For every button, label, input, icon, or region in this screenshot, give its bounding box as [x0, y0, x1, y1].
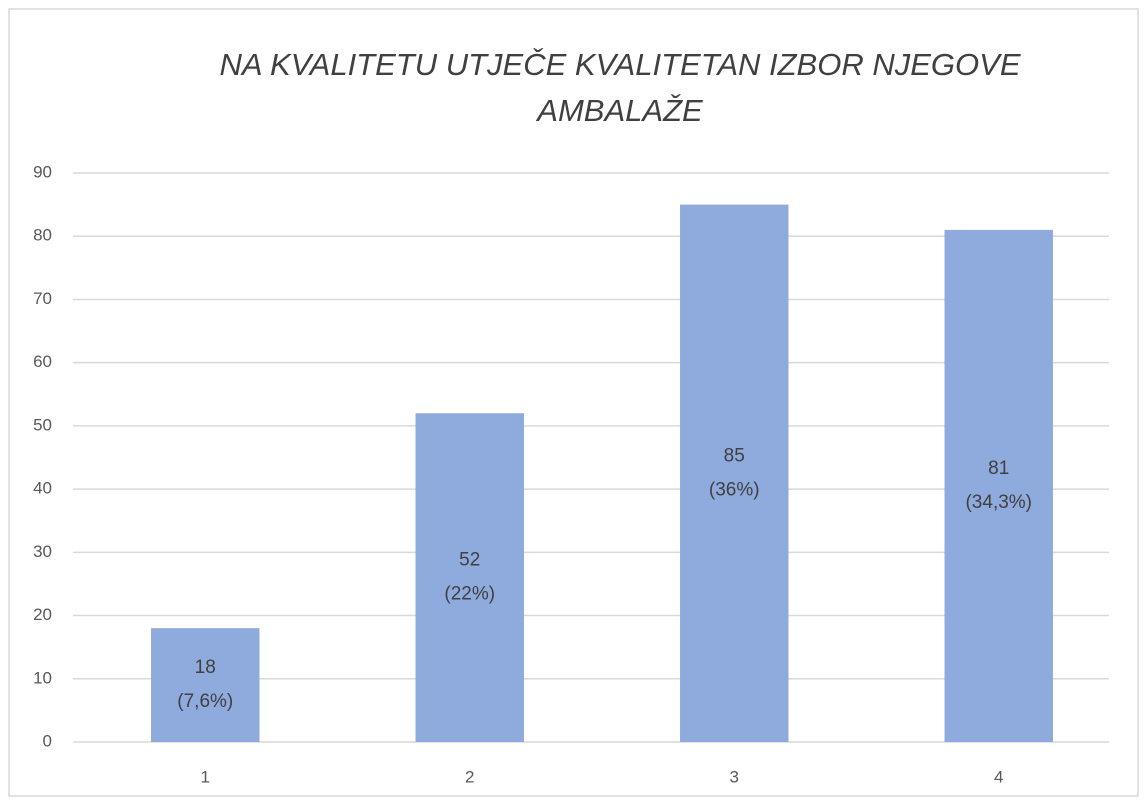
data-label-percent: (36%) — [709, 479, 760, 500]
data-label: 52 — [459, 550, 480, 571]
x-tick-label: 3 — [730, 767, 739, 786]
y-tick-label: 80 — [33, 226, 52, 245]
bar — [415, 413, 524, 742]
chart-title: NA KVALITETU UTJEČE KVALITETAN IZBOR NJE… — [219, 47, 1021, 128]
bar — [680, 204, 789, 743]
y-tick-label: 10 — [33, 668, 52, 687]
bar — [151, 628, 260, 742]
data-label-percent: (22%) — [444, 584, 495, 605]
y-tick-label: 40 — [33, 479, 52, 498]
chart-border — [8, 8, 1139, 797]
bar — [944, 229, 1053, 742]
data-label: 85 — [724, 445, 745, 466]
y-tick-label: 30 — [33, 542, 52, 561]
y-tick-label: 20 — [33, 605, 52, 624]
data-label: 81 — [988, 458, 1009, 479]
data-label-percent: (34,3%) — [965, 492, 1032, 513]
y-tick-label: 70 — [33, 289, 52, 308]
data-label: 18 — [195, 657, 216, 678]
x-tick-label: 2 — [465, 767, 474, 786]
x-tick-label: 4 — [994, 767, 1003, 786]
y-tick-label: 60 — [33, 352, 52, 371]
y-tick-label: 50 — [33, 415, 52, 434]
data-label-percent: (7,6%) — [177, 691, 233, 712]
y-tick-label: 0 — [43, 731, 52, 750]
y-tick-label: 90 — [33, 162, 52, 181]
x-tick-label: 1 — [201, 767, 210, 786]
